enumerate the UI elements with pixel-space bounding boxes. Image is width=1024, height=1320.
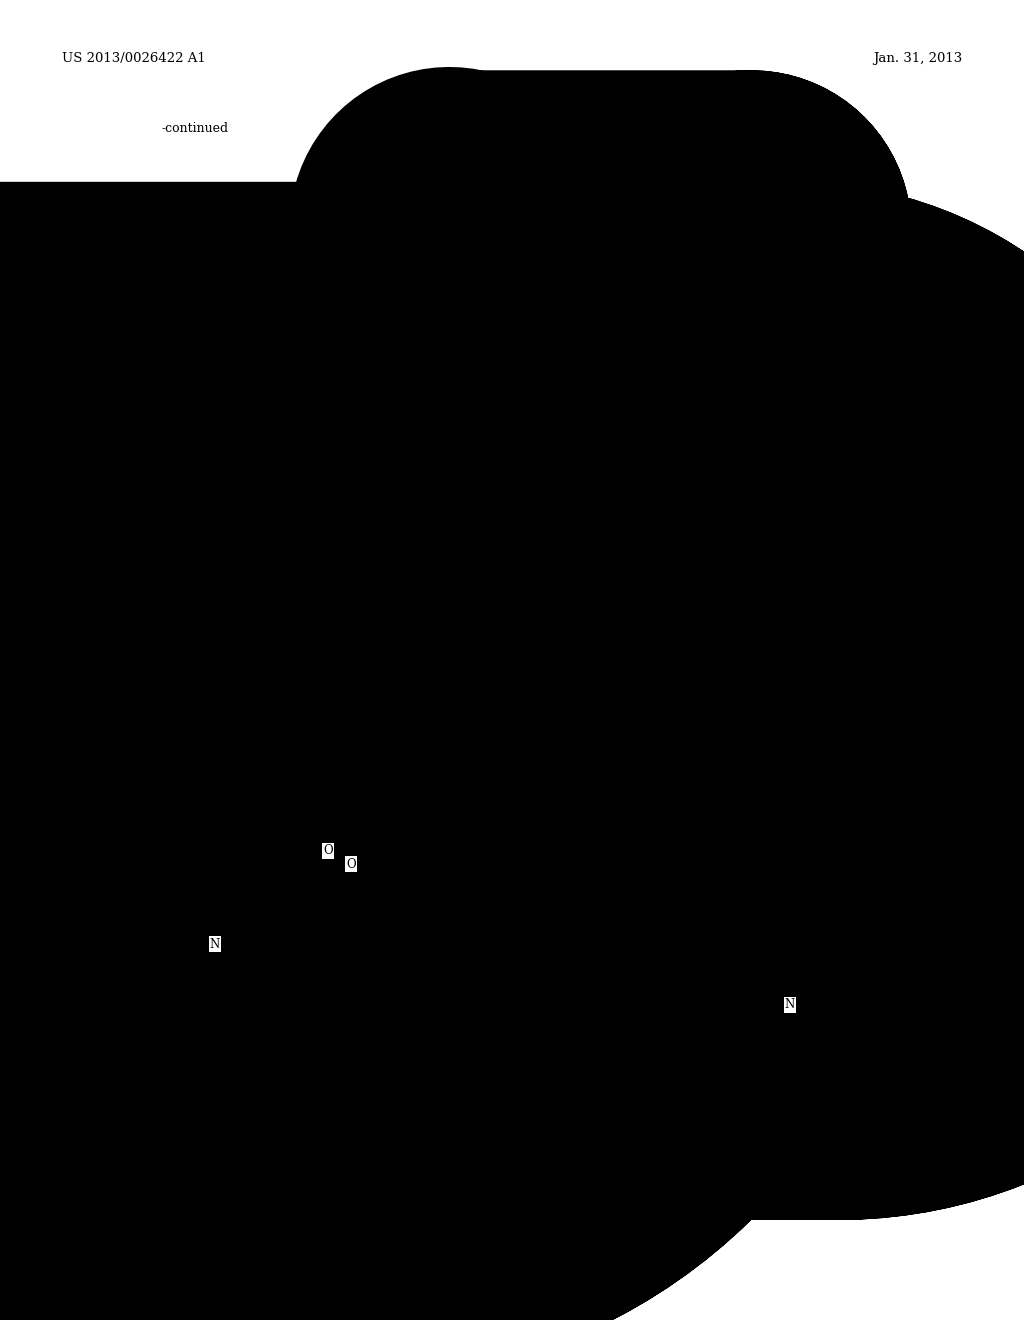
Text: prepared by processes known to the person skilled in the art,: prepared by processes known to the perso… (62, 544, 474, 557)
Text: Scheme 1: Scheme 1 (667, 510, 733, 523)
Text: tions and acid-catalysed ring-closure reactions.: tions and acid-catalysed ring-closure re… (62, 572, 380, 585)
Text: N: N (710, 738, 720, 751)
Text: R: R (569, 294, 578, 305)
Text: R': R' (686, 325, 697, 335)
Text: acid: acid (843, 734, 891, 747)
Text: R': R' (719, 277, 731, 286)
Text: R: R (241, 983, 249, 994)
Text: R': R' (812, 892, 823, 902)
Text: acid: acid (370, 979, 418, 993)
Text: O: O (797, 527, 806, 540)
Text: R': R' (564, 201, 575, 210)
Text: R: R (181, 983, 189, 994)
Text: Ullmann: Ullmann (803, 579, 857, 593)
Text: 2) Poly-phosphoric: 2) Poly-phosphoric (370, 966, 481, 979)
Text: R: R (808, 450, 816, 459)
Text: H: H (111, 822, 120, 832)
Text: [0060]   R and R’ in the schemes generally stand for a radical: [0060] R and R’ in the schemes generally… (62, 676, 475, 689)
Text: Scheme 1: Scheme 1 (193, 734, 258, 747)
Text: N: N (595, 614, 605, 627)
Text: R: R (751, 253, 759, 263)
Text: R: R (718, 1012, 726, 1022)
Text: Jan. 31, 2013: Jan. 31, 2013 (872, 51, 962, 65)
Text: R: R (96, 887, 104, 898)
Text: as defined above by R¹ and R².: as defined above by R¹ and R². (62, 690, 267, 704)
Text: R: R (289, 826, 297, 836)
Text: R: R (711, 887, 719, 898)
Text: Br: Br (655, 627, 669, 638)
Text: O: O (238, 511, 247, 524)
Text: R: R (741, 785, 750, 795)
Text: B: B (888, 1055, 898, 1069)
Text: -continued: -continued (162, 121, 228, 135)
Text: O: O (385, 789, 395, 803)
Text: R: R (158, 887, 166, 898)
Text: O: O (847, 659, 857, 672)
Text: -continued: -continued (632, 121, 698, 135)
Text: O: O (324, 845, 333, 858)
Text: R: R (681, 785, 689, 795)
Text: Br: Br (773, 752, 786, 762)
Text: R': R' (597, 152, 608, 162)
Text: R: R (864, 887, 872, 898)
Text: Ullmann: Ullmann (360, 801, 414, 814)
Text: R: R (788, 627, 797, 638)
Text: R: R (719, 294, 727, 305)
Text: R: R (606, 325, 614, 335)
Text: bridged triarylamine units (A-E), which are important inter-: bridged triarylamine units (A-E), which … (62, 610, 463, 623)
Text: R: R (528, 634, 537, 643)
Text: R: R (756, 1045, 764, 1055)
Text: N: N (767, 380, 777, 393)
Text: R: R (741, 507, 750, 517)
Text: R: R (816, 1045, 824, 1055)
Text: [0058]   The compounds according to the invention can be: [0058] The compounds according to the in… (62, 531, 453, 543)
Text: R: R (841, 420, 849, 430)
Text: N: N (210, 937, 220, 950)
Text: [0059]   Scheme 1 below shows the synthesis of various: [0059] Scheme 1 below shows the synthesi… (62, 597, 436, 609)
Text: 1) R’Li: 1) R’Li (370, 952, 410, 965)
Text: N: N (645, 256, 655, 268)
Text: O: O (361, 776, 371, 788)
Text: 32: 32 (503, 75, 521, 88)
Text: R: R (629, 128, 637, 139)
Text: such as, for example, metal-catalysed cross-coupling reac-: such as, for example, metal-catalysed cr… (62, 558, 454, 572)
Text: R': R' (755, 892, 766, 902)
Text: R: R (306, 756, 314, 766)
Text: I: I (719, 576, 723, 585)
Text: R: R (564, 660, 572, 671)
Text: R: R (626, 660, 634, 671)
Text: N: N (172, 502, 182, 515)
Text: N: N (172, 306, 182, 319)
Text: R: R (143, 950, 152, 961)
Text: N: N (784, 998, 795, 1011)
Text: R: R (686, 325, 694, 335)
Text: oxide analogues can also be prepared analogously.: oxide analogues can also be prepared ana… (62, 652, 402, 665)
Text: 151: 151 (378, 411, 401, 422)
Text: Br: Br (685, 420, 698, 430)
Text: NBS: NBS (767, 215, 796, 228)
Text: O: O (265, 376, 274, 389)
Text: invention.  The corresponding phosphine and phosphine: invention. The corresponding phosphine a… (62, 638, 438, 651)
Text: Br: Br (845, 1012, 859, 1022)
Text: R: R (643, 752, 651, 762)
Text: US 2013/0026422 A1: US 2013/0026422 A1 (62, 51, 206, 65)
Text: mediates in the synthesis of the compounds according to the: mediates in the synthesis of the compoun… (62, 624, 469, 638)
Text: R: R (59, 857, 69, 867)
Text: O: O (346, 858, 355, 870)
Text: H: H (581, 598, 590, 607)
Text: I: I (284, 824, 288, 834)
Text: N: N (125, 837, 135, 850)
Text: 2) Poly-phosphoric: 2) Poly-phosphoric (843, 719, 954, 733)
Text: O: O (824, 645, 834, 659)
Text: 1) R’Li: 1) R’Li (843, 705, 883, 718)
Text: 150: 150 (378, 215, 401, 228)
Text: R: R (736, 450, 744, 459)
Text: A: A (855, 459, 865, 474)
Text: O: O (820, 540, 829, 553)
